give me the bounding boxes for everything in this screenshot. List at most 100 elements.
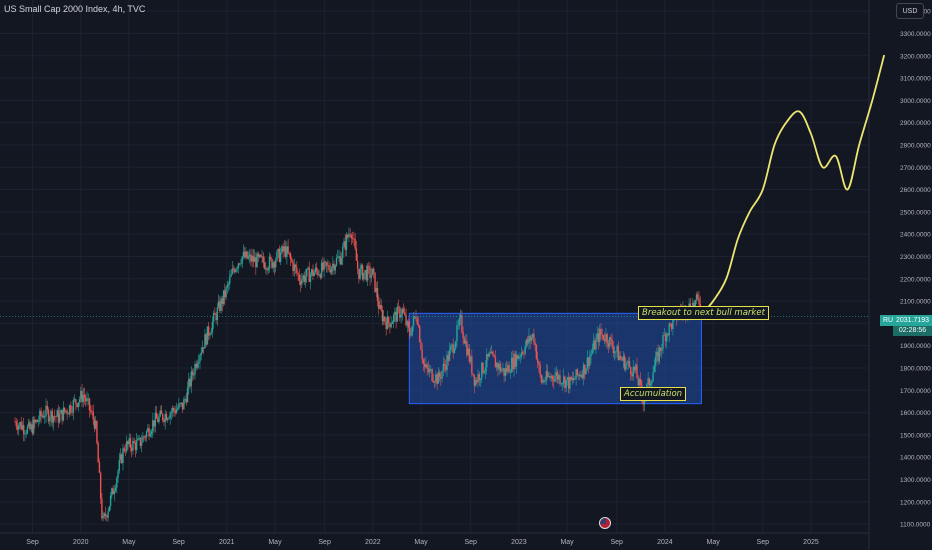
candle-body [355, 248, 358, 261]
candle-body [379, 304, 381, 309]
candle-body [109, 495, 112, 507]
candle-body [353, 238, 355, 240]
currency-button[interactable]: USD [896, 3, 924, 19]
candle-body [440, 377, 442, 379]
candle-body [124, 450, 127, 452]
candle-body [471, 356, 473, 374]
time-axis[interactable]: Sep 2020 May Sep 2021 May Sep 2022 May Sep 2023 May… [26, 539, 819, 546]
candle-body [247, 256, 250, 259]
candle-body [412, 316, 415, 326]
candle-body [40, 410, 42, 417]
candle-body [319, 274, 322, 278]
candle-body [416, 319, 418, 325]
candle-body [252, 255, 255, 262]
accumulation-annotation[interactable]: Accumulation [620, 387, 687, 401]
candle-body [102, 516, 104, 519]
candle-body [395, 311, 397, 322]
candle-body [216, 307, 219, 321]
candle-body [15, 421, 17, 427]
candle-body [133, 440, 135, 443]
candle-body [287, 246, 289, 253]
candle-body [145, 431, 148, 438]
candle-body [419, 325, 421, 342]
candle-body [333, 263, 335, 271]
candle-body [648, 378, 651, 386]
candle-body [559, 375, 561, 384]
candle-body [349, 234, 351, 236]
candle-body [137, 438, 139, 441]
candle-body [549, 376, 551, 379]
candle-body [63, 407, 66, 412]
candle-body [81, 390, 83, 403]
candle-body [251, 255, 253, 262]
candle-body [159, 410, 161, 417]
candle-body [390, 323, 392, 328]
candle-body [596, 333, 598, 339]
breakout-annotation[interactable]: Breakout to next bull market [638, 306, 769, 320]
candle-body [92, 411, 94, 420]
y-tick-label: 1600.0000 [900, 410, 931, 417]
candle-body [291, 259, 293, 262]
candle-body [507, 364, 509, 372]
candle-body [230, 274, 232, 277]
candle-body [16, 426, 19, 430]
candle-body [335, 258, 338, 266]
y-tick-label: 1900.0000 [900, 343, 931, 350]
candle-body [458, 317, 461, 325]
candle-body [374, 272, 376, 292]
candle-body [47, 409, 50, 422]
candle-body [191, 371, 194, 376]
candle-body [214, 313, 216, 315]
candle-body [49, 418, 51, 422]
candle-body [339, 256, 341, 265]
candle-body [32, 419, 35, 434]
candle-body [476, 380, 478, 383]
candle-body [553, 379, 555, 382]
candle-body [668, 323, 670, 336]
candle-body [281, 246, 283, 253]
candle-body [46, 405, 48, 410]
candle-body [304, 276, 307, 282]
candle-body [155, 412, 158, 419]
candle-body [163, 419, 165, 423]
candle-body [461, 315, 463, 333]
candle-body [282, 246, 284, 252]
candle-body [26, 426, 29, 434]
candle-body [499, 363, 502, 372]
us-flag-icon[interactable] [599, 517, 611, 529]
candle-body [605, 334, 607, 342]
candle-body [293, 264, 296, 272]
price-axis[interactable]: 1100.0000 1200.0000 1300.0000 1400.0000 1500… [900, 9, 931, 529]
projection-path[interactable] [700, 54, 885, 316]
candle-body [267, 268, 269, 271]
candle-body [268, 256, 271, 269]
candle-body [531, 333, 534, 338]
candle-body [246, 251, 248, 259]
candle-body [61, 409, 63, 421]
candle-body [237, 263, 240, 269]
candle-body [453, 348, 456, 353]
candle-body [422, 359, 425, 364]
candle-body [119, 454, 122, 461]
candle-body [157, 418, 159, 423]
candle-body [452, 344, 454, 353]
candle-body [209, 334, 211, 336]
candle-body [555, 372, 557, 376]
candle-body [631, 374, 633, 377]
candle-body [495, 363, 498, 368]
candle-body [207, 326, 210, 336]
candle-body [80, 390, 82, 400]
candle-body [317, 270, 319, 276]
candle-body [21, 425, 24, 430]
y-tick-label: 1800.0000 [900, 365, 931, 372]
candle-body [260, 254, 262, 257]
candle-body [258, 254, 261, 257]
candle-body [113, 490, 116, 495]
candle-body [90, 410, 92, 412]
x-tick-label: May [414, 539, 428, 546]
chart-title: US Small Cap 2000 Index, 4h, TVC [4, 4, 146, 14]
candle-body [653, 366, 656, 373]
candle-body [183, 399, 185, 410]
candle-body [694, 300, 697, 307]
